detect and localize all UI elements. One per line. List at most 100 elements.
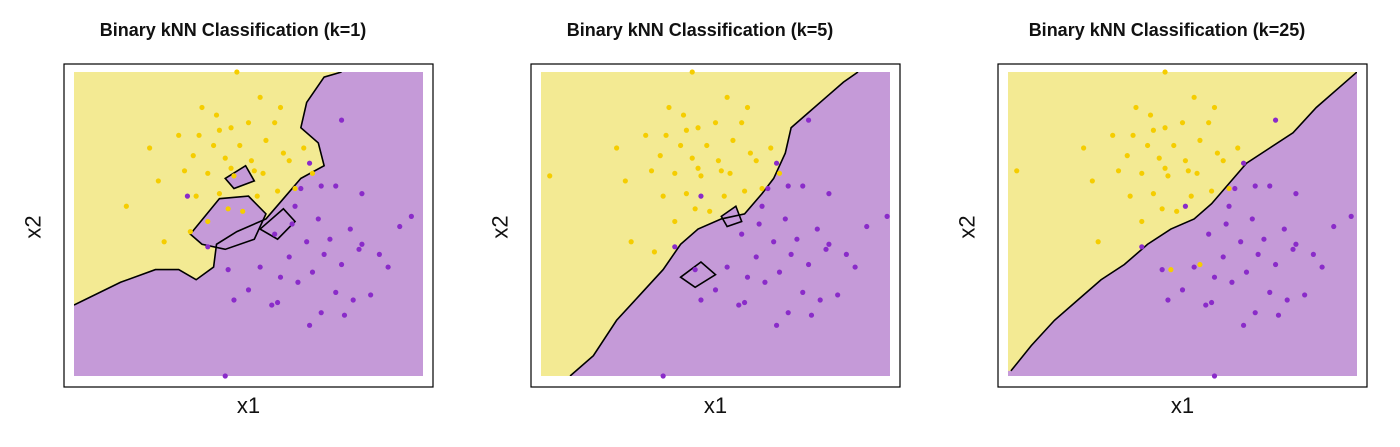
- data-point-purple-25: [884, 213, 890, 219]
- data-point-purple-10: [800, 289, 806, 295]
- data-point-yellow-31: [628, 239, 634, 245]
- data-point-purple-32: [356, 246, 362, 252]
- data-point-yellow-26: [190, 153, 196, 159]
- region-class-yellow: [74, 72, 342, 306]
- data-point-purple-10: [333, 289, 339, 295]
- data-point-yellow-29: [257, 94, 263, 100]
- chart-plot-k1: [63, 63, 434, 388]
- data-point-purple-3: [800, 183, 806, 189]
- data-point-yellow-28: [759, 185, 765, 192]
- data-point-yellow-4: [1156, 155, 1162, 161]
- data-point-purple-13: [1310, 251, 1316, 257]
- data-point-purple-39: [1240, 322, 1247, 328]
- data-point-purple-34: [1211, 373, 1218, 379]
- data-point-yellow-17: [753, 158, 759, 164]
- data-point-yellow-33: [155, 178, 161, 184]
- data-point-yellow-20: [547, 173, 553, 179]
- data-point-yellow-18: [272, 120, 278, 126]
- data-point-yellow-27: [228, 165, 234, 171]
- data-point-purple-36: [1206, 231, 1212, 237]
- data-point-yellow-6: [1165, 173, 1171, 179]
- data-point-yellow-7: [1171, 142, 1177, 149]
- data-point-purple-11: [805, 261, 812, 268]
- data-point-yellow-19: [747, 150, 753, 156]
- data-point-yellow-17: [286, 158, 292, 164]
- data-point-purple-31: [274, 299, 281, 306]
- data-point-yellow-14: [707, 208, 713, 214]
- data-point-yellow-0: [663, 132, 669, 138]
- data-point-yellow-10: [1194, 170, 1200, 176]
- data-point-purple-13: [843, 251, 849, 257]
- data-point-yellow-20: [123, 203, 129, 209]
- data-point-yellow-36: [1081, 145, 1087, 151]
- data-point-purple-25: [408, 213, 414, 219]
- data-point-purple-17: [692, 267, 698, 273]
- decision-boundary: [1010, 72, 1357, 372]
- data-point-purple-37: [289, 221, 295, 227]
- plot-frame: [63, 63, 434, 388]
- data-point-purple-23: [852, 264, 858, 270]
- x-axis-label: x1: [236, 393, 261, 418]
- data-point-purple-3: [1267, 183, 1273, 189]
- data-point-purple-2: [782, 216, 788, 222]
- data-point-yellow-38: [301, 145, 307, 151]
- data-point-yellow-38: [1235, 145, 1241, 151]
- data-point-yellow-5: [228, 125, 234, 131]
- data-point-yellow-10: [260, 170, 266, 176]
- data-point-yellow-23: [692, 206, 698, 212]
- data-point-yellow-22: [1127, 193, 1133, 199]
- data-point-yellow-39: [1197, 261, 1203, 268]
- data-point-purple-35: [359, 191, 365, 197]
- chart-panel-k1: Binary kNN Classification (k=1) x1 x2: [0, 0, 466, 447]
- data-point-purple-14: [257, 264, 263, 270]
- chart-plot-k5: [530, 63, 901, 388]
- data-point-yellow-33: [1089, 178, 1095, 184]
- data-point-purple-27: [805, 117, 812, 123]
- data-point-yellow-22: [660, 193, 666, 199]
- data-point-yellow-30: [1139, 218, 1145, 225]
- data-point-purple-36: [739, 231, 745, 237]
- data-point-purple-28: [1240, 160, 1247, 166]
- data-point-purple-12: [359, 241, 365, 247]
- data-point-purple-33: [321, 251, 327, 257]
- data-point-purple-27: [1272, 117, 1279, 123]
- data-point-yellow-21: [1115, 168, 1122, 174]
- data-point-purple-1: [1232, 185, 1238, 192]
- data-point-purple-16: [698, 297, 704, 303]
- data-point-yellow-4: [689, 155, 695, 161]
- chart-plot-k25: [997, 63, 1368, 388]
- data-point-purple-16: [231, 297, 237, 303]
- data-point-purple-23: [385, 264, 391, 270]
- y-axis-label: x2: [487, 215, 513, 239]
- data-point-purple-37: [1223, 221, 1229, 227]
- data-point-purple-22: [835, 292, 841, 298]
- data-point-purple-17: [225, 267, 231, 273]
- data-point-yellow-1: [666, 104, 672, 111]
- chart-title: Binary kNN Classification (k=25): [1028, 20, 1306, 40]
- data-point-purple-12: [826, 241, 832, 247]
- data-point-yellow-3: [213, 112, 220, 118]
- data-point-yellow-16: [1139, 170, 1145, 176]
- data-point-purple-19: [1211, 274, 1218, 280]
- data-point-yellow-32: [689, 69, 695, 75]
- data-point-yellow-28: [292, 185, 298, 192]
- data-point-purple-18: [269, 302, 275, 308]
- data-point-purple-6: [771, 239, 777, 245]
- data-point-yellow-26: [657, 153, 663, 159]
- decision-island-0: [679, 260, 717, 289]
- data-point-yellow-12: [1208, 188, 1215, 194]
- data-point-yellow-25: [176, 132, 182, 138]
- data-point-yellow-22: [193, 193, 199, 199]
- data-point-purple-8: [1229, 279, 1235, 285]
- data-point-yellow-19: [280, 150, 286, 156]
- data-point-yellow-9: [248, 158, 255, 164]
- data-point-purple-20: [318, 310, 324, 316]
- data-point-yellow-14: [1174, 208, 1180, 214]
- data-point-yellow-19: [1214, 150, 1220, 156]
- data-point-purple-31: [741, 299, 748, 306]
- y-axis-label: x2: [20, 215, 46, 239]
- data-point-purple-39: [306, 322, 313, 328]
- decision-boundary: [74, 72, 342, 306]
- data-point-yellow-24: [254, 193, 260, 199]
- data-point-purple-18: [1203, 302, 1209, 308]
